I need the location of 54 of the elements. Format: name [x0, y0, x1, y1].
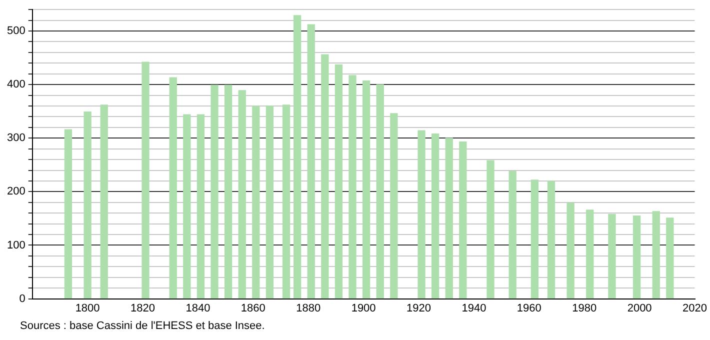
bar — [293, 15, 302, 299]
bar — [608, 214, 616, 299]
x-tick-label: 1980 — [572, 302, 597, 314]
bar — [530, 180, 539, 299]
x-tick-label: 1880 — [296, 302, 321, 314]
bar — [84, 112, 92, 299]
bar — [547, 180, 556, 299]
source-note: Sources : base Cassini de l'EHESS et base Insee. — [20, 320, 265, 332]
bar — [445, 138, 453, 299]
bar — [183, 114, 191, 299]
bar — [210, 84, 218, 299]
bar — [632, 215, 641, 299]
bar — [307, 24, 315, 299]
bar — [196, 114, 205, 299]
bar — [142, 62, 150, 299]
bar — [266, 106, 274, 299]
bar — [321, 54, 329, 299]
x-tick-label: 1820 — [130, 302, 155, 314]
y-tick-label: 0 — [19, 292, 26, 305]
x-tick-label: 1940 — [462, 302, 486, 314]
y-tick-label: 500 — [6, 25, 26, 38]
x-tick-label: 1920 — [406, 302, 431, 314]
bar — [252, 106, 260, 299]
bar — [169, 77, 177, 299]
bar — [348, 75, 356, 299]
bar — [418, 130, 426, 299]
bar — [390, 113, 398, 299]
y-tick-label: 100 — [6, 239, 26, 252]
x-tick-label: 2000 — [627, 302, 652, 314]
bar — [566, 202, 574, 299]
x-tick-label: 1960 — [516, 302, 542, 314]
x-tick-label: 1900 — [351, 302, 376, 314]
bar — [376, 84, 384, 299]
bar — [282, 104, 290, 299]
bar — [586, 210, 594, 299]
bar — [459, 142, 467, 299]
bar — [100, 104, 108, 299]
bar — [431, 134, 440, 299]
x-tick-label: 2020 — [682, 302, 708, 314]
y-tick-label: 200 — [6, 186, 26, 198]
bar — [334, 64, 343, 299]
bar — [64, 129, 72, 299]
bar — [224, 84, 232, 299]
y-tick-label: 300 — [6, 132, 26, 144]
bar — [652, 211, 660, 299]
x-tick-label: 1800 — [75, 302, 100, 314]
bar — [238, 90, 246, 299]
bar — [362, 80, 370, 299]
bar — [486, 160, 494, 299]
x-tick-label: 1840 — [186, 302, 210, 314]
y-tick-label: 400 — [6, 78, 26, 91]
x-tick-label: 1860 — [240, 302, 266, 314]
bar — [508, 171, 516, 299]
bar — [666, 218, 674, 299]
